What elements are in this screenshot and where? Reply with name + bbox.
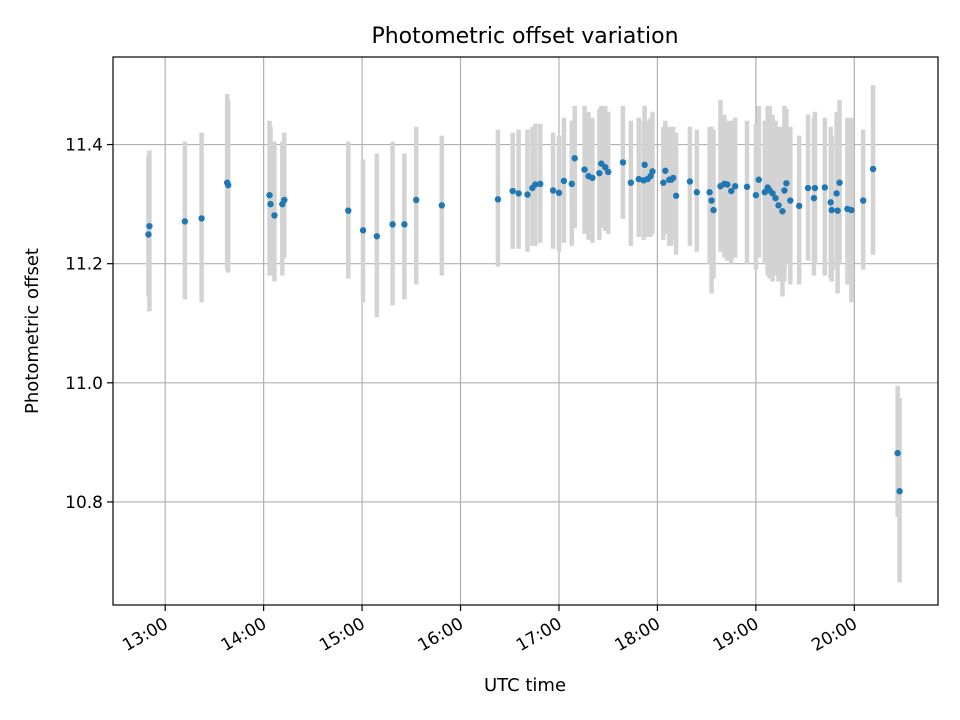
data-point xyxy=(761,189,768,196)
data-point xyxy=(271,212,278,219)
data-point xyxy=(555,189,563,197)
data-point xyxy=(769,190,776,197)
data-point xyxy=(859,197,867,204)
data-point xyxy=(811,184,819,192)
y-axis-label: Photometric offset xyxy=(22,248,43,414)
data-point xyxy=(669,174,677,182)
data-point xyxy=(515,190,522,197)
y-tick-label: 11.2 xyxy=(65,255,103,275)
data-point xyxy=(224,181,232,189)
data-point xyxy=(693,189,701,196)
data-points xyxy=(145,155,903,495)
data-point xyxy=(532,181,539,188)
data-point xyxy=(509,187,516,195)
data-point xyxy=(438,202,446,209)
y-tick-label: 11.0 xyxy=(65,374,103,394)
data-point xyxy=(706,189,713,196)
data-point xyxy=(604,168,612,176)
data-point xyxy=(896,488,903,495)
data-point xyxy=(401,221,408,228)
data-point xyxy=(389,221,396,228)
data-point xyxy=(660,179,667,186)
data-point xyxy=(494,196,502,203)
data-point xyxy=(524,191,531,198)
data-point xyxy=(828,206,835,214)
data-point xyxy=(795,202,803,210)
data-point xyxy=(810,194,818,202)
axes-frame xyxy=(112,56,939,606)
x-axis-label: UTC time xyxy=(484,675,566,696)
data-point xyxy=(619,159,627,166)
data-point xyxy=(198,215,205,222)
data-point xyxy=(686,178,694,185)
data-point xyxy=(833,190,840,197)
data-point xyxy=(783,180,790,187)
y-tick-label: 11.4 xyxy=(65,136,103,156)
data-point xyxy=(834,207,841,214)
data-point xyxy=(821,184,828,191)
data-point xyxy=(779,208,786,215)
data-point xyxy=(560,177,568,185)
data-point xyxy=(537,180,544,188)
data-point xyxy=(413,196,420,204)
y-tick-label: 10.8 xyxy=(65,493,103,513)
data-point xyxy=(827,199,834,206)
data-point xyxy=(181,218,189,225)
data-point xyxy=(710,206,717,214)
data-point xyxy=(589,174,596,182)
data-point xyxy=(724,181,731,188)
y-axis-ticks: 10.8 11.0 11.2 11.4 xyxy=(65,136,113,513)
data-point xyxy=(345,207,352,214)
data-point xyxy=(266,191,273,199)
data-point xyxy=(672,192,680,199)
data-point xyxy=(581,166,588,173)
data-point xyxy=(662,167,669,174)
data-point xyxy=(836,179,843,186)
data-point xyxy=(549,187,557,194)
data-point xyxy=(708,197,715,204)
data-point xyxy=(627,179,635,186)
data-point xyxy=(146,222,153,230)
data-point xyxy=(743,183,751,191)
data-point xyxy=(596,169,603,177)
data-point xyxy=(635,175,642,183)
data-point xyxy=(781,187,788,194)
data-point xyxy=(752,191,760,199)
data-point xyxy=(787,197,794,204)
data-point xyxy=(602,163,609,171)
data-point xyxy=(869,165,877,173)
data-point xyxy=(772,194,779,202)
data-point xyxy=(145,231,152,238)
data-point xyxy=(894,449,901,457)
data-point xyxy=(641,161,648,169)
data-point xyxy=(267,200,274,208)
data-point xyxy=(359,227,367,234)
chart-title: Photometric offset variation xyxy=(371,24,678,49)
data-point xyxy=(848,206,855,214)
data-point xyxy=(775,202,782,209)
data-point xyxy=(731,183,739,190)
data-point xyxy=(373,233,381,240)
data-point xyxy=(568,180,575,188)
data-point xyxy=(755,176,763,183)
data-point xyxy=(281,196,288,204)
data-point xyxy=(649,168,656,175)
data-point xyxy=(804,184,812,192)
data-point xyxy=(571,155,578,162)
data-point xyxy=(728,187,735,195)
